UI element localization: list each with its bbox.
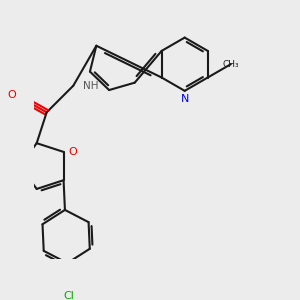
Text: CH₃: CH₃ (223, 60, 239, 69)
Text: O: O (68, 147, 77, 157)
Text: Cl: Cl (63, 291, 74, 300)
Text: N: N (181, 94, 189, 104)
Text: O: O (8, 90, 16, 100)
Text: NH: NH (82, 81, 98, 91)
